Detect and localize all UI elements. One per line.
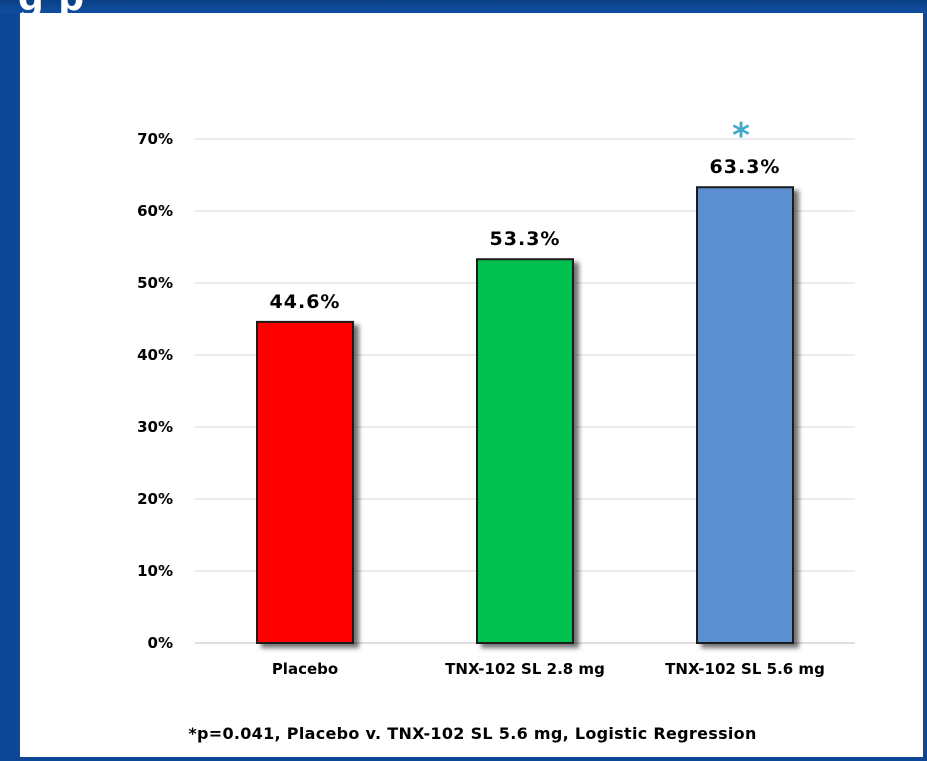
slide-right-border <box>923 13 927 761</box>
y-tick-label: 20% <box>137 490 173 508</box>
y-tick-label: 50% <box>137 274 173 292</box>
category-label: TNX-102 SL 2.8 mg <box>445 660 605 678</box>
slide-left-border <box>0 13 20 761</box>
category-label: TNX-102 SL 5.6 mg <box>665 660 825 678</box>
data-labels: 44.6% 53.3% 63.3%* <box>270 116 781 313</box>
data-label: 63.3% <box>710 156 781 178</box>
banner-title-fragment: g p <box>18 0 85 13</box>
bar-tnx-102-sl-2-8-mg <box>476 258 574 644</box>
y-tick-label: 0% <box>148 634 173 652</box>
category-label: Placebo <box>272 660 338 678</box>
data-label: 53.3% <box>490 228 561 250</box>
slide-bottom-border <box>0 757 927 761</box>
y-tick-label: 70% <box>137 130 173 148</box>
y-tick-label: 30% <box>137 418 173 436</box>
bar-placebo <box>256 320 354 644</box>
footnote: *p=0.041, Placebo v. TNX-102 SL 5.6 mg, … <box>188 724 757 743</box>
y-axis-ticks: 0% 10% 20% 30% 40% 50% 60% 70% <box>137 130 173 652</box>
data-label: 44.6% <box>270 291 341 313</box>
category-labels: Placebo TNX-102 SL 2.8 mg TNX-102 SL 5.6 m… <box>272 660 825 678</box>
bars <box>256 186 794 645</box>
y-tick-label: 40% <box>137 346 173 364</box>
title-banner: g p <box>0 0 927 13</box>
y-tick-label: 10% <box>137 562 173 580</box>
significance-marker: * <box>732 116 750 156</box>
y-tick-label: 60% <box>137 202 173 220</box>
bar-tnx-102-sl-5-6-mg <box>696 186 794 645</box>
